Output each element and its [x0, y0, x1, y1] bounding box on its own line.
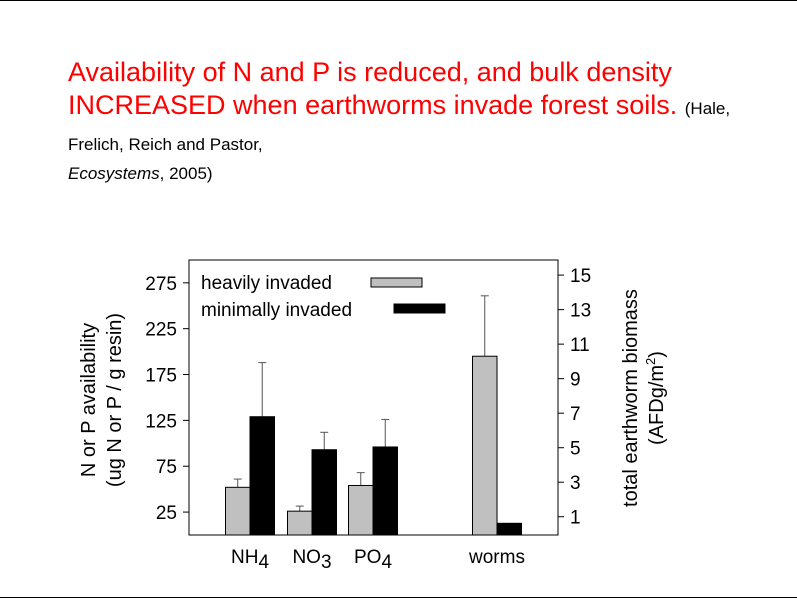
- x-tick-label-NH4: NH4: [231, 547, 269, 573]
- bar-worms-heavy: [472, 355, 498, 536]
- y-tick-label: 275: [145, 274, 177, 295]
- y2-tick-label: 1: [570, 508, 581, 529]
- y2-tick-label: 3: [570, 473, 581, 494]
- y2-tick-label: 7: [570, 404, 581, 425]
- citation-journal: Ecosystems: [68, 164, 160, 183]
- bar-NH4-heavy: [225, 486, 251, 536]
- bar-NH4-minimal: [249, 416, 275, 536]
- citation-year: , 2005): [159, 164, 213, 183]
- bar-PO4-minimal: [372, 446, 398, 536]
- bar-PO4-heavy: [348, 484, 374, 536]
- slide-top-border: [0, 0, 797, 1]
- legend-label-heavy: heavily invaded: [201, 273, 332, 294]
- y-axis-label-line2: (ug N or P / g resin): [104, 313, 126, 487]
- y-tick-label: 125: [145, 411, 177, 432]
- y2-tick-label: 11: [570, 335, 590, 356]
- bar-NO3-heavy: [287, 510, 313, 536]
- y2-axis-label-line1: total earthworm biomass: [620, 289, 642, 507]
- legend-swatch-heavy: [370, 277, 423, 288]
- slide-bottom-border: [0, 597, 797, 598]
- citation-authors: (Hale, Frelich, Reich and Pastor,: [68, 99, 731, 154]
- y-axis-label-line1: N or P availability: [78, 323, 100, 477]
- bar-worms-minimal: [496, 522, 522, 536]
- legend-swatch-minimal: [393, 303, 446, 314]
- legend-label-minimal: minimally invaded: [201, 300, 352, 321]
- slide-title: Availability of N and P is reduced, and …: [68, 56, 768, 161]
- y2-tick-label: 15: [570, 266, 591, 287]
- citation-journal-line: Ecosystems, 2005): [68, 164, 213, 184]
- x-tick-label-PO4: PO4: [354, 547, 392, 573]
- y-tick-label: 25: [156, 503, 177, 524]
- title-text: Availability of N and P is reduced, and …: [68, 57, 678, 120]
- bar-NO3-minimal: [311, 449, 337, 536]
- y2-tick-label: 5: [570, 439, 581, 460]
- y-tick-label: 75: [156, 457, 177, 478]
- y2-tick-label: 9: [570, 370, 581, 391]
- y2-axis-label-line2: (AFDg/m2): [643, 351, 668, 445]
- y-tick-label: 175: [145, 366, 177, 387]
- x-tick-label-worms: worms: [468, 547, 525, 568]
- y2-tick-label: 13: [570, 301, 591, 322]
- x-tick-label-NO3: NO3: [292, 547, 331, 573]
- y-tick-label: 225: [145, 320, 177, 341]
